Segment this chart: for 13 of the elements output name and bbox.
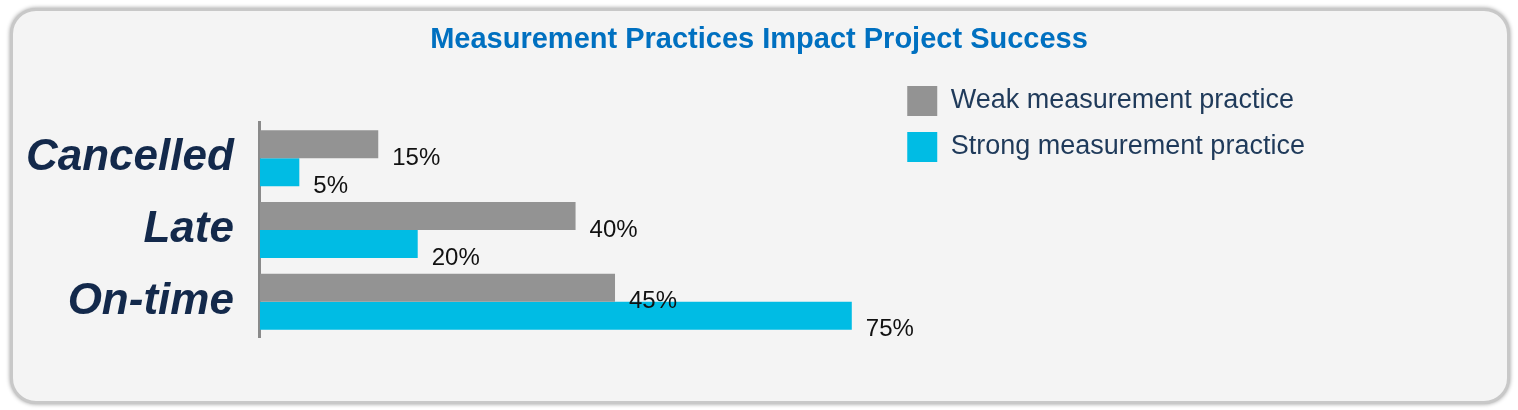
data-label: 40% xyxy=(589,214,638,242)
legend-label: Weak measurement practice xyxy=(950,84,1294,115)
bar xyxy=(259,158,300,187)
data-label: 5% xyxy=(313,170,349,198)
data-label: 75% xyxy=(865,314,914,342)
chart-title: Measurement Practices Impact Project Success xyxy=(429,22,1089,55)
bar xyxy=(259,230,418,258)
data-label: 15% xyxy=(392,142,441,170)
y-tick-label: On-time xyxy=(67,273,234,323)
y-tick-label: Late xyxy=(143,202,234,252)
legend-label: Strong measurement practice xyxy=(950,130,1305,161)
data-label: 20% xyxy=(431,242,480,270)
y-tick-label: Cancelled xyxy=(25,130,235,180)
